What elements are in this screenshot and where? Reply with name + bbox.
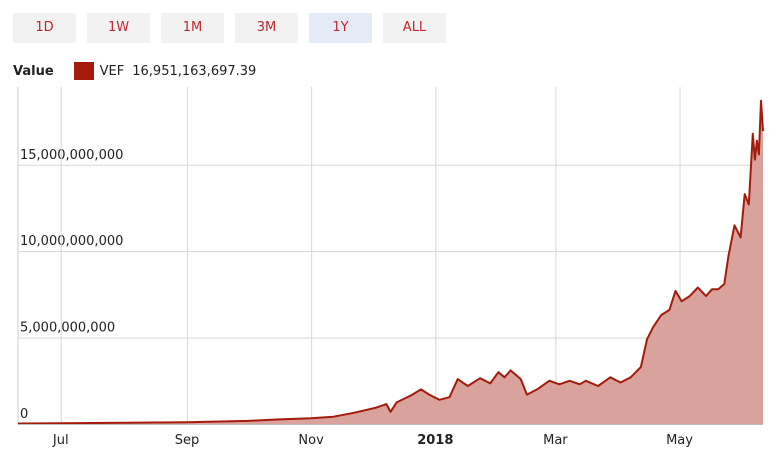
legend-current-value: 16,951,163,697.39: [132, 63, 257, 79]
y-tick-label-3: 15,000,000,000: [20, 148, 123, 163]
range-selector: 1D 1W 1M 3M 1Y ALL: [13, 13, 446, 43]
range-button-1w[interactable]: 1W: [87, 13, 150, 43]
x-tick-label-3: 2018: [417, 433, 453, 448]
range-button-1d[interactable]: 1D: [13, 13, 76, 43]
range-button-1m[interactable]: 1M: [161, 13, 224, 43]
y-tick-label-0: 0: [20, 407, 28, 422]
range-button-3m[interactable]: 3M: [235, 13, 298, 43]
y-tick-label-1: 5,000,000,000: [20, 321, 115, 336]
legend-series-name: VEF: [99, 63, 125, 79]
series-vef-line: [17, 99, 764, 425]
series-vef-area: [18, 100, 763, 425]
y-tick-label-2: 10,000,000,000: [20, 234, 123, 249]
x-tick-label-0: Jul: [52, 433, 69, 448]
legend-swatch: [73, 62, 94, 80]
range-button-1y[interactable]: 1Y: [309, 13, 372, 43]
x-tick-label-2: Nov: [298, 433, 324, 448]
legend-title: Value: [13, 63, 54, 79]
range-button-all[interactable]: ALL: [383, 13, 446, 43]
x-tick-label-1: Sep: [175, 433, 200, 448]
x-tick-label-4: Mar: [543, 433, 568, 448]
x-tick-label-5: May: [666, 433, 693, 448]
chart-legend: Value VEF 16,951,163,697.39: [13, 59, 256, 83]
